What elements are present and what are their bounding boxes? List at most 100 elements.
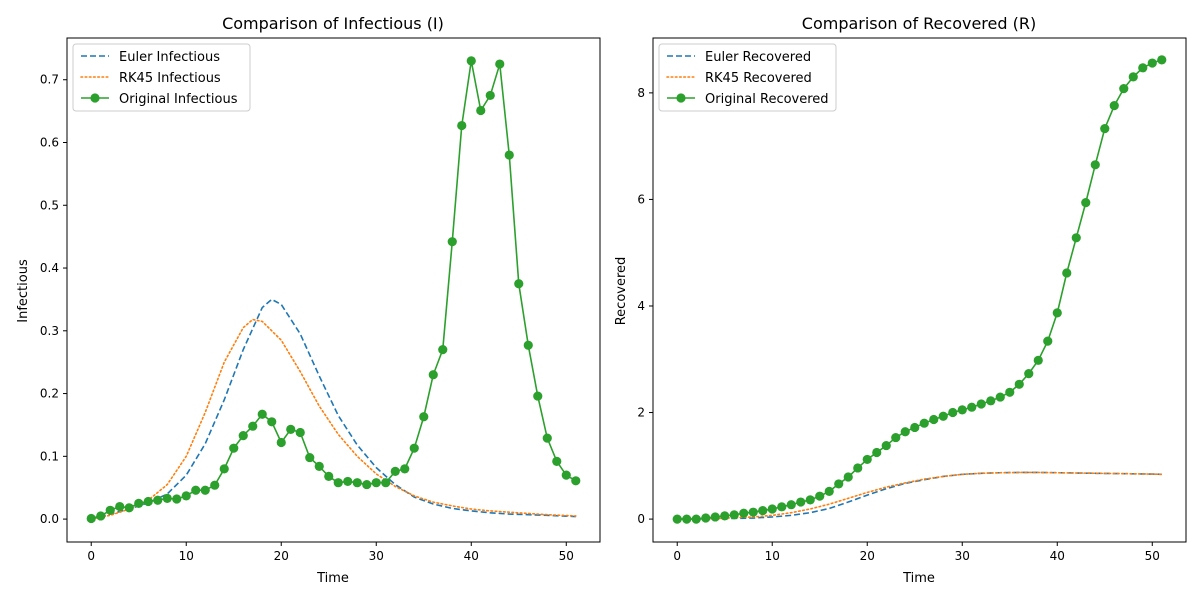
y-tick-label: 0.1 xyxy=(40,449,59,463)
data-point xyxy=(1071,233,1081,243)
data-point xyxy=(115,501,125,512)
series-line xyxy=(91,60,577,520)
y-tick-label: 4 xyxy=(637,299,645,313)
legend-label: RK45 Recovered xyxy=(705,71,812,86)
data-point xyxy=(701,513,711,523)
data-point xyxy=(1090,160,1100,170)
data-point xyxy=(200,485,210,495)
series-line xyxy=(676,471,1163,520)
data-point xyxy=(466,56,476,66)
data-point xyxy=(1014,379,1024,389)
data-point xyxy=(305,452,315,463)
data-point xyxy=(105,505,115,515)
legend-box xyxy=(658,43,837,112)
data-point xyxy=(172,494,182,504)
y-tick-label: 0.4 xyxy=(40,261,59,275)
data-point xyxy=(1081,198,1091,208)
x-axis-label: Time xyxy=(316,571,349,586)
series-line xyxy=(677,59,1163,520)
data-point xyxy=(143,496,153,507)
data-point xyxy=(891,432,901,443)
data-point xyxy=(710,512,720,522)
data-point xyxy=(533,391,543,401)
data-point xyxy=(257,409,267,419)
data-point xyxy=(96,511,106,521)
series-line xyxy=(90,318,577,520)
y-tick-label: 0 xyxy=(637,512,645,526)
legend-label: Original Infectious xyxy=(119,92,238,107)
data-point xyxy=(720,511,730,521)
data-point xyxy=(691,514,701,524)
data-point xyxy=(438,345,448,355)
data-point xyxy=(881,440,891,451)
x-tick-label: 30 xyxy=(369,549,384,563)
series-line xyxy=(91,298,576,520)
x-tick-label: 10 xyxy=(179,549,194,563)
infectious-chart-panel: Comparison of Infectious (I) Time Infect… xyxy=(16,14,601,586)
data-point xyxy=(371,478,381,488)
data-point xyxy=(1128,72,1138,82)
data-point xyxy=(986,396,996,406)
data-point xyxy=(571,476,581,486)
data-point xyxy=(967,402,977,412)
y-tick-label: 2 xyxy=(637,406,645,420)
data-point xyxy=(862,454,872,465)
legend-marker xyxy=(676,93,686,103)
data-point xyxy=(447,237,457,247)
data-point xyxy=(1043,336,1053,346)
x-tick-label: 40 xyxy=(1050,549,1065,563)
data-point xyxy=(767,504,777,514)
data-point xyxy=(134,498,144,508)
data-point xyxy=(900,427,910,437)
data-point xyxy=(419,412,429,422)
data-point xyxy=(672,514,682,524)
data-point xyxy=(428,370,438,380)
data-point xyxy=(333,478,343,488)
y-tick-label: 8 xyxy=(637,86,645,100)
x-tick-label: 0 xyxy=(673,549,681,563)
data-point xyxy=(153,495,163,505)
data-point xyxy=(1005,387,1015,397)
data-point xyxy=(1119,84,1129,94)
x-tick-label: 40 xyxy=(464,549,479,563)
data-point xyxy=(938,411,948,421)
y-tick-label: 0.6 xyxy=(40,136,59,150)
data-point xyxy=(495,59,505,69)
data-point xyxy=(815,491,825,501)
y-tick-label: 0.3 xyxy=(40,324,59,338)
data-point xyxy=(181,491,191,501)
data-point xyxy=(957,405,967,415)
data-point xyxy=(457,120,467,131)
data-point xyxy=(853,463,863,473)
data-point xyxy=(238,431,248,441)
x-tick-label: 0 xyxy=(87,549,95,563)
data-point xyxy=(976,399,986,409)
y-tick-label: 0.7 xyxy=(40,73,59,87)
data-point xyxy=(400,464,410,474)
data-point xyxy=(343,476,353,487)
data-point xyxy=(523,340,533,350)
data-point xyxy=(1100,123,1110,134)
data-point xyxy=(381,478,391,488)
data-point xyxy=(162,493,172,503)
data-point xyxy=(409,443,419,453)
x-tick-label: 20 xyxy=(274,549,289,563)
data-point xyxy=(805,495,815,505)
data-point xyxy=(276,437,286,448)
data-point xyxy=(248,421,258,431)
data-point xyxy=(390,466,400,476)
data-point xyxy=(485,90,495,101)
data-point xyxy=(739,508,749,518)
data-point xyxy=(1138,63,1148,73)
data-point xyxy=(1062,268,1072,278)
legend-marker xyxy=(90,93,100,103)
legend-label: Euler Recovered xyxy=(705,50,811,65)
data-point xyxy=(1024,369,1034,379)
data-point xyxy=(929,414,939,425)
data-point xyxy=(552,456,562,466)
x-tick-label: 50 xyxy=(1145,549,1160,563)
data-point xyxy=(210,480,220,490)
data-point xyxy=(362,479,372,490)
x-tick-label: 50 xyxy=(559,549,574,563)
data-point xyxy=(124,503,134,513)
